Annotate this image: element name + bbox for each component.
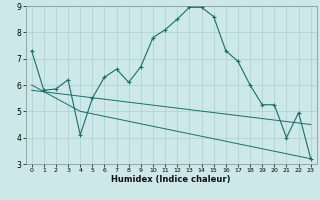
- X-axis label: Humidex (Indice chaleur): Humidex (Indice chaleur): [111, 175, 231, 184]
